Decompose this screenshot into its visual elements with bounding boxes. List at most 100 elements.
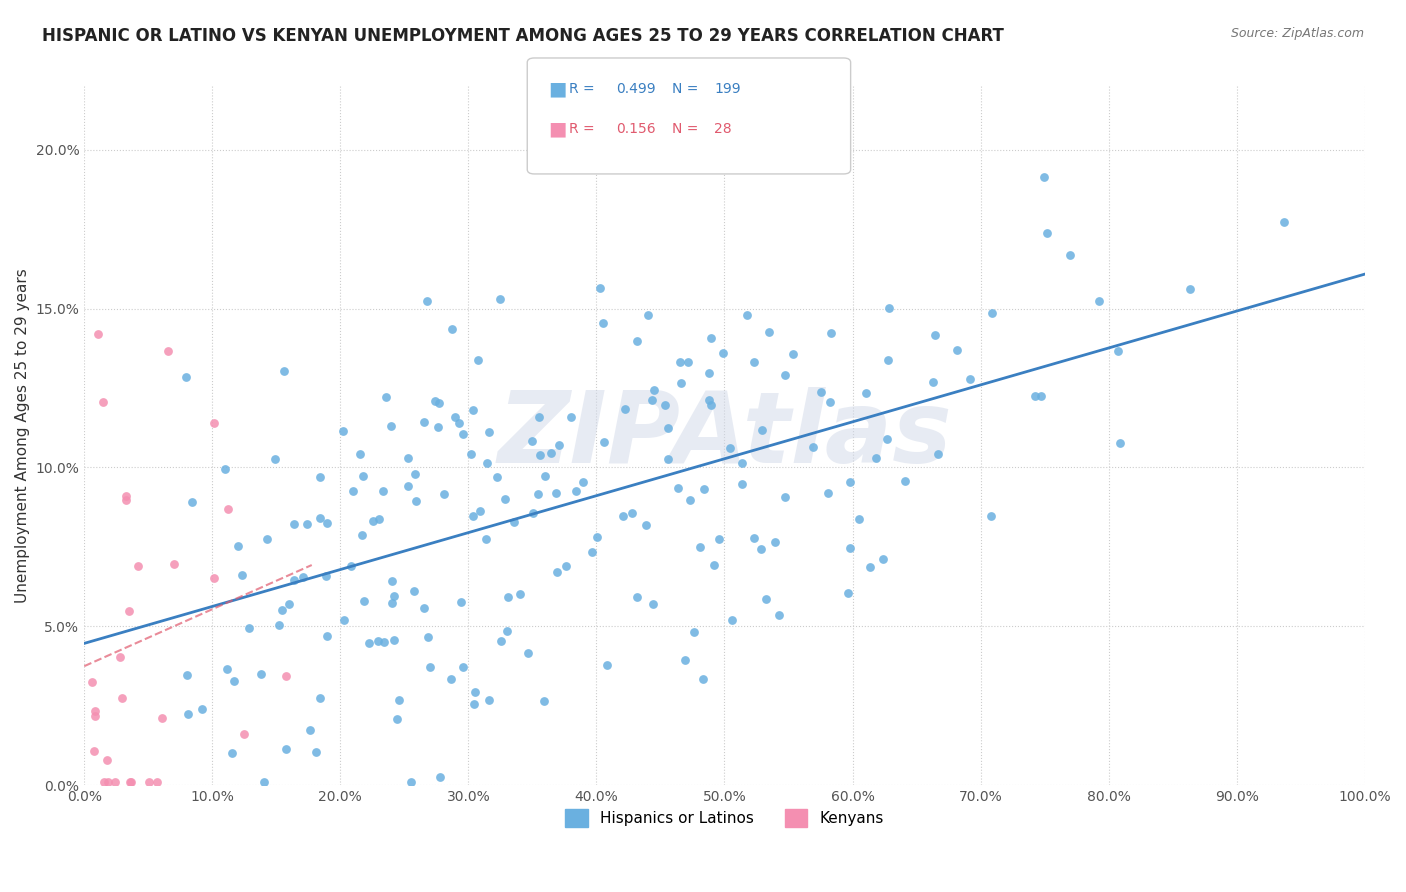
Point [614, 401, 637, 416]
Point [508, 587, 530, 601]
Point [922, 375, 945, 389]
Point [503, 516, 526, 530]
Point [352, 528, 374, 542]
Point [1036, 226, 1059, 240]
Point [278, 597, 301, 611]
Point [1107, 344, 1129, 359]
Point [441, 322, 464, 336]
Point [533, 694, 555, 708]
Point [404, 467, 426, 482]
Point [104, 775, 127, 789]
Point [612, 508, 634, 523]
Point [83, 708, 105, 723]
Point [522, 507, 544, 521]
Point [749, 541, 772, 556]
Point [415, 293, 437, 308]
Text: N =: N = [672, 122, 703, 136]
Point [585, 530, 607, 544]
Point [666, 482, 689, 496]
Point [529, 449, 551, 463]
Point [368, 512, 391, 526]
Point [87, 327, 110, 342]
Point [127, 559, 149, 574]
Point [669, 376, 692, 390]
Point [946, 343, 969, 358]
Point [226, 539, 249, 553]
Point [309, 511, 332, 525]
Point [413, 415, 436, 429]
Point [894, 474, 917, 488]
Point [547, 437, 569, 451]
Point [697, 366, 720, 380]
Text: ■: ■ [548, 79, 567, 99]
Point [214, 462, 236, 476]
Point [876, 432, 898, 446]
Point [309, 691, 332, 706]
Point [517, 646, 540, 660]
Point [643, 383, 665, 397]
Point [332, 613, 354, 627]
Point [181, 495, 204, 509]
Point [425, 393, 447, 408]
Point [643, 597, 665, 611]
Point [546, 485, 568, 500]
Point [520, 434, 543, 448]
Point [572, 475, 595, 489]
Point [927, 447, 949, 461]
Point [595, 657, 617, 672]
Point [703, 558, 725, 573]
Point [110, 690, 132, 705]
Point [699, 392, 721, 407]
Point [478, 425, 501, 439]
Point [877, 301, 900, 315]
Point [668, 355, 690, 369]
Point [450, 594, 472, 608]
Point [292, 570, 315, 584]
Point [353, 594, 375, 608]
Point [190, 702, 212, 716]
Point [592, 435, 614, 450]
Point [744, 531, 766, 545]
Point [163, 557, 186, 571]
Point [83, 704, 105, 718]
Point [150, 711, 173, 725]
Point [773, 490, 796, 504]
Point [315, 516, 337, 530]
Point [461, 403, 484, 417]
Point [683, 625, 706, 640]
Point [269, 617, 291, 632]
Point [699, 398, 721, 412]
Point [801, 440, 824, 454]
Point [361, 514, 384, 528]
Point [177, 706, 200, 721]
Point [626, 590, 648, 604]
Point [405, 494, 427, 508]
Point [396, 450, 419, 465]
Point [654, 398, 676, 412]
Point [250, 667, 273, 681]
Point [217, 502, 239, 516]
Point [773, 368, 796, 383]
Point [657, 421, 679, 435]
Point [731, 456, 754, 470]
Point [810, 384, 832, 399]
Point [489, 633, 512, 648]
Point [451, 427, 474, 442]
Point [1029, 389, 1052, 403]
Point [342, 484, 364, 499]
Text: 0.499: 0.499 [616, 82, 655, 96]
Point [416, 630, 439, 644]
Point [467, 353, 489, 368]
Text: ■: ■ [548, 120, 567, 139]
Point [382, 589, 405, 603]
Point [339, 559, 361, 574]
Point [427, 396, 450, 410]
Point [876, 353, 898, 368]
Point [498, 590, 520, 604]
Point [215, 662, 238, 676]
Point [755, 591, 778, 606]
Point [222, 674, 245, 689]
Point [375, 390, 398, 404]
Point [120, 775, 142, 789]
Point [91, 395, 114, 409]
